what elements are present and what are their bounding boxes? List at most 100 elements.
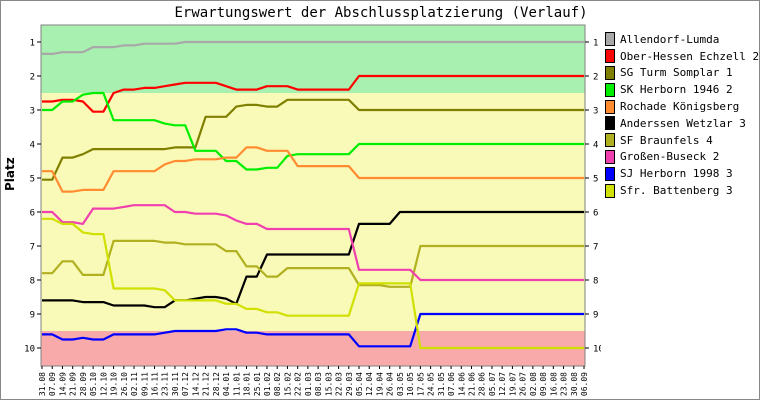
x-tick-label: 15.02 (283, 372, 292, 396)
y-tick-label-left: 6 (30, 209, 35, 219)
x-tick-label: 05.07 (488, 372, 497, 396)
x-tick-label: 02.11 (130, 372, 139, 396)
legend-label: SG Turm Somplar 1 (620, 66, 733, 80)
legend-item: Großen-Buseck 2 (605, 149, 755, 166)
line-chart: 112233445566778899101031.0807.0914.0921.… (24, 24, 601, 396)
legend-swatch (605, 49, 615, 64)
legend-swatch (605, 183, 615, 198)
x-tick-label: 04.01 (222, 372, 231, 396)
x-tick-label: 07.12 (181, 372, 190, 396)
x-tick-label: 14.12 (191, 372, 200, 396)
legend: Allendorf-Lumda Ober-Hessen Echzell 2 SG T… (605, 31, 759, 199)
y-tick-label-right: 4 (593, 141, 598, 151)
legend-item: Allendorf-Lumda (605, 31, 755, 48)
legend-item: Sfr. Battenberg 3 (605, 182, 755, 199)
series-line (42, 239, 584, 288)
series-line (42, 217, 584, 350)
x-tick-label: 12.07 (498, 372, 507, 396)
legend-swatch (605, 65, 615, 80)
legend-label: Rochade Königsberg (620, 100, 740, 114)
y-tick-label-right: 9 (593, 311, 598, 321)
x-tick-label: 08.02 (273, 372, 282, 396)
x-tick-label: 14.06 (457, 372, 466, 396)
x-tick-label: 08.03 (314, 372, 323, 396)
x-tick-label: 12.04 (365, 372, 374, 396)
x-tick-label: 21.09 (69, 372, 78, 396)
x-tick-label: 06.09 (580, 372, 589, 396)
x-tick-label: 28.06 (478, 372, 487, 396)
legend-swatch (605, 166, 615, 181)
legend-label: Sfr. Battenberg 3 (620, 184, 733, 198)
y-tick-label-right: 10 (593, 345, 601, 355)
legend-label: Anderssen Wetzlar 3 (620, 116, 746, 130)
x-tick-label: 09.11 (140, 372, 149, 396)
y-tick-label-right: 7 (593, 243, 598, 253)
y-tick-label-left: 10 (24, 345, 35, 355)
x-tick-label: 16.08 (549, 372, 558, 396)
legend-swatch (605, 82, 615, 97)
x-tick-label: 23.08 (560, 372, 569, 396)
y-tick-label-left: 9 (30, 311, 35, 321)
x-tick-label: 30.11 (171, 372, 180, 396)
legend-label: SF Braunfels 4 (620, 133, 713, 147)
series-line (42, 74, 584, 113)
legend-item: SF Braunfels 4 (605, 132, 755, 149)
x-tick-label: 21.06 (468, 372, 477, 396)
series-line (42, 210, 584, 309)
y-tick-label-right: 1 (593, 39, 598, 49)
y-tick-label-right: 3 (593, 107, 598, 117)
legend-swatch (605, 133, 615, 148)
y-tick-label-left: 8 (30, 277, 35, 287)
x-tick-label: 14.09 (58, 372, 67, 396)
x-tick-label: 28.12 (212, 372, 221, 396)
x-tick-label: 01.02 (263, 372, 272, 396)
x-tick-label: 19.04 (375, 372, 384, 396)
x-tick-label: 03.05 (396, 372, 405, 396)
x-tick-label: 26.04 (386, 372, 395, 396)
plot-border (40, 24, 586, 367)
y-tick-label-right: 6 (593, 209, 598, 219)
y-tick-label-right: 5 (593, 175, 598, 185)
x-tick-label: 07.06 (447, 372, 456, 396)
x-tick-label: 15.03 (324, 372, 333, 396)
legend-item: Anderssen Wetzlar 3 (605, 115, 755, 132)
x-tick-label: 01.03 (304, 372, 313, 396)
x-tick-label: 25.01 (253, 372, 262, 396)
x-tick-label: 17.05 (416, 372, 425, 396)
x-tick-label: 22.03 (335, 372, 344, 396)
series-line (42, 91, 584, 171)
legend-label: SK Herborn 1946 2 (620, 83, 733, 97)
x-tick-label: 07.09 (48, 372, 57, 396)
series-line (42, 98, 584, 181)
zone-promotion (41, 25, 585, 93)
x-tick-label: 10.05 (406, 372, 415, 396)
x-tick-label: 24.05 (427, 372, 436, 396)
legend-item: SK Herborn 1946 2 (605, 81, 755, 98)
y-tick-label-right: 8 (593, 277, 598, 287)
legend-label: SJ Herborn 1998 3 (620, 167, 733, 181)
x-tick-label: 05.04 (355, 372, 364, 396)
x-tick-label: 09.08 (539, 372, 548, 396)
legend-item: Rochade Königsberg (605, 98, 755, 115)
y-tick-label-left: 1 (30, 39, 35, 49)
x-tick-label: 23.11 (161, 372, 170, 396)
series-line (42, 312, 584, 348)
y-tick-label-left: 3 (30, 107, 35, 117)
legend-item: Ober-Hessen Echzell 2 (605, 48, 759, 65)
x-tick-label: 18.01 (243, 372, 252, 396)
legend-label: Ober-Hessen Echzell 2 (620, 49, 760, 63)
x-tick-label: 21.12 (202, 372, 211, 396)
series-line (42, 146, 584, 193)
x-tick-label: 28.09 (79, 372, 88, 396)
legend-label: Allendorf-Lumda (620, 32, 720, 46)
x-tick-label: 05.10 (89, 372, 98, 396)
x-tick-label: 19.10 (110, 372, 119, 396)
legend-swatch (605, 99, 615, 114)
x-tick-label: 12.10 (99, 372, 108, 396)
x-tick-label: 02.08 (529, 372, 538, 396)
x-tick-label: 26.07 (519, 372, 528, 396)
x-tick-label: 16.11 (150, 372, 159, 396)
legend-label: Großen-Buseck 2 (620, 150, 720, 164)
x-tick-label: 19.07 (508, 372, 517, 396)
